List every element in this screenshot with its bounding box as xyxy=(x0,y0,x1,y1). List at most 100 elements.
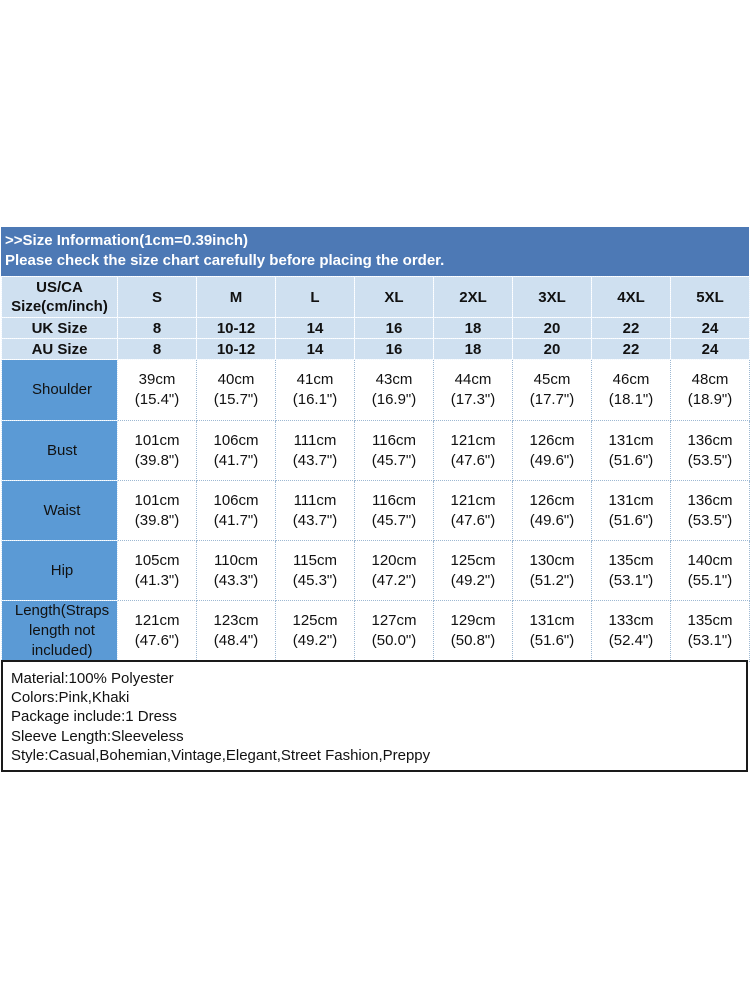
measurement-cell: 111cm (43.7") xyxy=(275,480,355,541)
cm-value: 130cm xyxy=(529,551,575,569)
cm-value: 127cm xyxy=(371,612,417,629)
inch-value: (16.1") xyxy=(292,391,338,408)
inch-value: (41.7") xyxy=(213,451,259,469)
product-detail-line: Package include:1 Dress xyxy=(11,708,177,726)
measurement-row: Bust 101cm (39.8") 106cm (41.7") 111cm (43.7")… xyxy=(1,420,750,481)
measurement-cell: 121cm (47.6") xyxy=(117,600,197,662)
measurement-cell: 127cm (50.0") xyxy=(354,600,434,662)
measurement-cell: 44cm (17.3") xyxy=(433,359,513,421)
cm-value: 131cm xyxy=(608,431,654,449)
measurement-row: Length(Straps length not included) 121cm (… xyxy=(1,600,750,662)
inch-value: (55.1") xyxy=(687,571,733,589)
inch-value: (39.8") xyxy=(134,451,180,469)
size-column-header: S xyxy=(117,276,197,318)
measurement-cell: 129cm (50.8") xyxy=(433,600,513,662)
cm-value: 106cm xyxy=(213,491,259,509)
size-column-header: L xyxy=(275,276,355,318)
cm-value: 111cm xyxy=(293,431,337,449)
inch-value: (15.7") xyxy=(213,391,259,408)
inch-value: (47.6") xyxy=(450,451,496,469)
measurement-cell: 131cm (51.6") xyxy=(591,480,671,541)
measurement-cell: 101cm (39.8") xyxy=(117,480,197,541)
conversion-size-cell: 22 xyxy=(591,338,671,360)
inch-value: (50.8") xyxy=(450,632,496,649)
measurement-label: Bust xyxy=(1,420,118,481)
inch-value: (53.5") xyxy=(687,511,733,529)
product-detail-line: Colors:Pink,Khaki xyxy=(11,689,130,707)
measurement-cell: 45cm (17.7") xyxy=(512,359,592,421)
size-corner-cell: US/CA Size(cm/inch) xyxy=(1,276,118,318)
measurement-cell: 41cm (16.1") xyxy=(275,359,355,421)
measurement-cell: 121cm (47.6") xyxy=(433,480,513,541)
measurement-cell: 125cm (49.2") xyxy=(275,600,355,662)
cm-value: 136cm xyxy=(687,431,733,449)
inch-value: (52.4") xyxy=(608,632,654,649)
measurement-cell: 48cm (18.9") xyxy=(670,359,750,421)
measurement-cell: 130cm (51.2") xyxy=(512,540,592,601)
inch-value: (39.8") xyxy=(134,511,180,529)
size-table: US/CA Size(cm/inch) S M L XL 2XL 3XL 4XL 5XL UK S… xyxy=(1,276,750,662)
product-detail-line: Sleeve Length:Sleeveless xyxy=(11,727,184,745)
cm-value: 111cm xyxy=(293,491,337,509)
conversion-size-cell: 14 xyxy=(275,338,355,360)
inch-value: (49.6") xyxy=(529,451,575,469)
measurement-row: Shoulder 39cm (15.4") 40cm (15.7") 41cm (16.1"… xyxy=(1,359,750,421)
banner-title: >>Size Information(1cm=0.39inch) xyxy=(5,232,248,249)
measurement-cell: 46cm (18.1") xyxy=(591,359,671,421)
measurement-cell: 116cm (45.7") xyxy=(354,420,434,481)
inch-value: (17.7") xyxy=(529,391,575,408)
conversion-size-cell: 10-12 xyxy=(196,338,276,360)
product-details-box: Material:100% Polyester Colors:Pink,Khaki… xyxy=(1,660,748,772)
measurement-label: Shoulder xyxy=(1,359,118,421)
cm-value: 133cm xyxy=(608,612,654,629)
measurement-label: Waist xyxy=(1,480,118,541)
cm-value: 135cm xyxy=(687,612,733,629)
cm-value: 121cm xyxy=(450,491,496,509)
cm-value: 48cm xyxy=(691,371,729,388)
measurement-cell: 123cm (48.4") xyxy=(196,600,276,662)
cm-value: 101cm xyxy=(134,491,180,509)
measurement-cell: 106cm (41.7") xyxy=(196,480,276,541)
inch-value: (41.3") xyxy=(134,571,180,589)
cm-value: 131cm xyxy=(529,612,575,629)
conversion-size-cell: 24 xyxy=(670,317,750,339)
measurement-row: Waist 101cm (39.8") 106cm (41.7") 111cm (43.7"… xyxy=(1,480,750,541)
cm-value: 120cm xyxy=(371,551,417,569)
banner-note: Please check the size chart carefully be… xyxy=(5,252,445,269)
size-column-header: 3XL xyxy=(512,276,592,318)
size-column-header: 2XL xyxy=(433,276,513,318)
product-detail-line: Style:Casual,Bohemian,Vintage,Elegant,St… xyxy=(11,746,431,764)
measurement-cell: 110cm (43.3") xyxy=(196,540,276,601)
inch-value: (43.3") xyxy=(213,571,259,589)
conversion-size-cell: 18 xyxy=(433,317,513,339)
measurement-cell: 131cm (51.6") xyxy=(512,600,592,662)
measurement-cell: 111cm (43.7") xyxy=(275,420,355,481)
inch-value: (15.4") xyxy=(134,391,180,408)
cm-value: 123cm xyxy=(213,612,259,629)
inch-value: (47.6") xyxy=(450,511,496,529)
conversion-size-cell: 16 xyxy=(354,317,434,339)
conversion-size-cell: 24 xyxy=(670,338,750,360)
conversion-size-cell: 10-12 xyxy=(196,317,276,339)
measurement-cell: 131cm (51.6") xyxy=(591,420,671,481)
measurement-cell: 105cm (41.3") xyxy=(117,540,197,601)
size-column-header: 5XL xyxy=(670,276,750,318)
cm-value: 136cm xyxy=(687,491,733,509)
measurement-cell: 115cm (45.3") xyxy=(275,540,355,601)
measurement-cell: 135cm (53.1") xyxy=(591,540,671,601)
inch-value: (51.6") xyxy=(608,511,654,529)
cm-value: 46cm xyxy=(612,371,650,388)
measurement-row: Hip 105cm (41.3") 110cm (43.3") 115cm (45.3") 1… xyxy=(1,540,750,601)
cm-value: 45cm xyxy=(533,371,571,388)
inch-value: (41.7") xyxy=(213,511,259,529)
conversion-size-cell: 16 xyxy=(354,338,434,360)
cm-value: 41cm xyxy=(296,371,334,388)
measurement-cell: 136cm (53.5") xyxy=(670,420,750,481)
inch-value: (53.5") xyxy=(687,451,733,469)
inch-value: (43.7") xyxy=(292,451,338,469)
conversion-row-label: UK Size xyxy=(1,317,118,339)
cm-value: 131cm xyxy=(608,491,654,509)
cm-value: 129cm xyxy=(450,612,496,629)
measurement-cell: 39cm (15.4") xyxy=(117,359,197,421)
inch-value: (51.6") xyxy=(529,632,575,649)
